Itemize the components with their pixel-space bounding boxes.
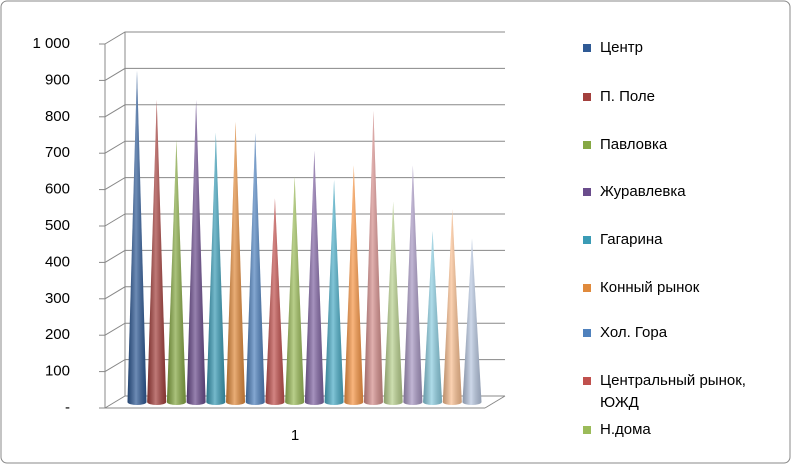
y-tick-label: 800 [45, 108, 70, 125]
legend-swatch [583, 188, 591, 196]
plot-walls [104, 31, 506, 409]
cone-shading [423, 230, 443, 405]
y-tick-label: 400 [45, 253, 70, 270]
legend-swatch [583, 93, 591, 101]
grid-line [104, 140, 505, 154]
cone-shading [442, 209, 462, 405]
cone-shading [226, 121, 246, 405]
cone-shading [206, 132, 226, 405]
legend-swatch [583, 44, 591, 52]
legend-label: Гагарина [600, 231, 663, 248]
grid-line [104, 104, 505, 118]
y-tick-label: 300 [45, 290, 70, 307]
y-tick-label: 600 [45, 181, 70, 198]
cone-shading [324, 179, 344, 405]
legend-swatch [583, 377, 591, 385]
cone-shading [127, 70, 147, 405]
legend-label: Журавлевка [600, 183, 686, 200]
cone-shading [344, 165, 364, 405]
cone-shading [304, 150, 324, 405]
cone-shading [265, 198, 285, 405]
legend-swatch [583, 284, 591, 292]
grid-line [104, 213, 505, 227]
cone-shading [462, 238, 482, 405]
cone-shading [363, 110, 383, 406]
cone-shading [147, 99, 167, 405]
legend-label: Павловка [600, 136, 668, 153]
y-tick-label: 700 [45, 144, 70, 161]
cone-shading [285, 176, 305, 405]
x-tick-label: 1 [291, 427, 299, 444]
legend-swatch [583, 141, 591, 149]
legend-swatch [583, 329, 591, 337]
floor-right [484, 395, 506, 409]
cone-shading [403, 165, 423, 405]
y-tick-label: 100 [45, 363, 70, 380]
grid-line [104, 177, 505, 191]
legend-label: Центр [600, 39, 643, 56]
cone-shading [383, 201, 403, 405]
grid-line [104, 67, 505, 81]
legend-label: Конный рынок [600, 279, 700, 296]
cone-shading [166, 139, 186, 406]
legend-label: Н.дома [600, 421, 651, 438]
legend-swatch [583, 426, 591, 434]
y-tick-label: 500 [45, 217, 70, 234]
y-tick-label: 1 000 [32, 35, 70, 52]
cone-shading [186, 99, 206, 405]
legend-label: Хол. Гора [600, 324, 668, 341]
legend-label: П. Поле [600, 88, 656, 105]
grid-line [104, 31, 505, 45]
y-tick-label: 200 [45, 326, 70, 343]
legend-label: Центральный рынок, ЮЖД [600, 372, 746, 411]
y-tick-label: - [65, 399, 70, 416]
grid-line [104, 249, 505, 263]
legend-swatch [583, 236, 591, 244]
y-tick-label: 900 [45, 71, 70, 88]
cone-shading [245, 132, 265, 405]
